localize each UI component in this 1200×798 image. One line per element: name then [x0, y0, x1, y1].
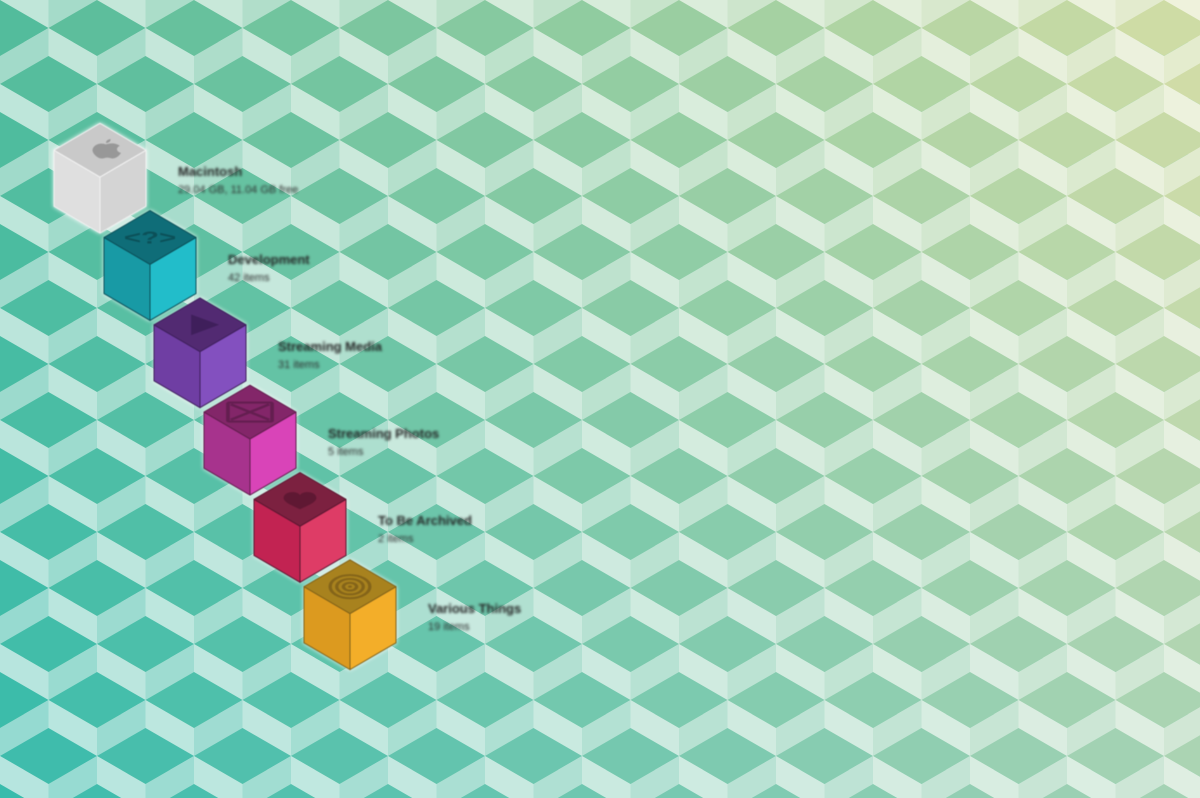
svg-text:<?>: <?> — [124, 229, 176, 248]
